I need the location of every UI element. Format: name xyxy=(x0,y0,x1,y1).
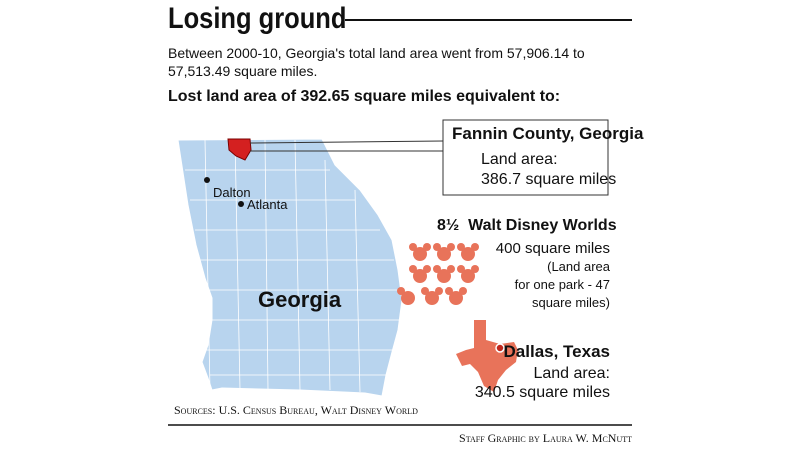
mickey-icon-part xyxy=(433,243,441,251)
comparison-title: 8½ Walt Disney Worlds xyxy=(437,217,617,234)
mickey-icon-part xyxy=(471,265,479,273)
callout-line xyxy=(249,140,444,144)
text-line: (Land area xyxy=(547,259,610,274)
mickey-icon-part xyxy=(447,265,455,273)
mickey-icon-part xyxy=(433,265,441,273)
mickey-icon-part xyxy=(471,243,479,251)
mickey-icon-part xyxy=(413,269,427,283)
text-line: Land area: xyxy=(533,365,610,382)
mickey-icon-part xyxy=(461,269,475,283)
dallas-dot xyxy=(495,343,505,353)
comparison-text: Land area: 386.7 square miles xyxy=(481,150,616,190)
mickey-icon-part xyxy=(401,291,415,305)
city-label: Dalton xyxy=(213,185,251,200)
subtitle: Between 2000-10, Georgia's total land ar… xyxy=(168,45,585,79)
sources: Sources: U.S. Census Bureau, Walt Disney… xyxy=(174,403,418,417)
mickey-icon-part xyxy=(445,287,453,295)
city-dot xyxy=(238,201,244,207)
title: Losing ground xyxy=(168,2,347,35)
mickey-icon-part xyxy=(461,247,475,261)
texas-shape xyxy=(456,320,518,392)
mickey-icon-part xyxy=(425,291,439,305)
mickey-icon-part xyxy=(447,243,455,251)
georgia-map xyxy=(177,138,403,397)
city-dot xyxy=(204,177,210,183)
comparison-text: Land area: 340.5 square miles xyxy=(475,364,610,402)
mickey-icon-part xyxy=(449,291,463,305)
state-label: Georgia xyxy=(258,287,342,312)
city-label: Atlanta xyxy=(247,197,288,212)
comparison-title: Dallas, Texas xyxy=(503,342,610,361)
text-line: square miles) xyxy=(531,295,610,310)
mickey-icon-part xyxy=(457,265,465,273)
mickey-icon-part xyxy=(421,287,429,295)
fannin-county xyxy=(227,138,252,161)
comparison-title: Fannin County, Georgia xyxy=(452,124,644,143)
mickey-icon-part xyxy=(423,265,431,273)
callout-box xyxy=(442,119,609,196)
text-line: for one park - 47 xyxy=(514,277,610,292)
mickey-icon-part xyxy=(397,287,405,295)
mickey-icon-part xyxy=(437,247,451,261)
headline: Lost land area of 392.65 square miles eq… xyxy=(168,88,561,105)
text-line: Land area: xyxy=(481,151,558,168)
mickey-icon-part xyxy=(459,287,467,295)
mickey-icon-part xyxy=(437,269,451,283)
mickey-icon-part xyxy=(409,265,417,273)
mickey-icon-part xyxy=(413,247,427,261)
text-line: 386.7 square miles xyxy=(481,171,617,188)
mickey-icon-part xyxy=(435,287,443,295)
text-line: 340.5 square miles xyxy=(474,384,610,401)
disney-icons xyxy=(397,243,479,305)
county-lines xyxy=(185,139,400,393)
mickey-icon-part xyxy=(423,243,431,251)
text-line: 400 square miles xyxy=(495,240,610,257)
mickey-icon-part xyxy=(457,243,465,251)
comparison-text: 400 square miles (Land area for one park -… xyxy=(496,240,610,312)
mickey-icon-part xyxy=(409,243,417,251)
credit: Staff Graphic by Laura W. McNutt xyxy=(459,431,632,445)
